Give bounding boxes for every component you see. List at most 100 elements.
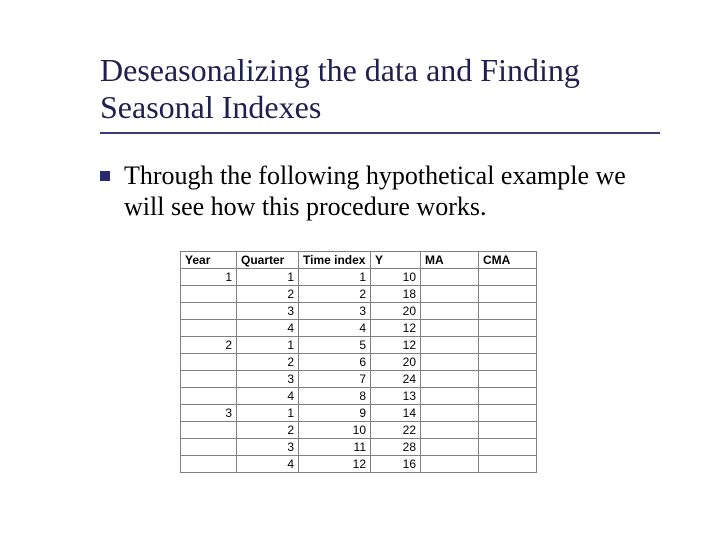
table-cell: 10 — [299, 422, 371, 439]
table-cell — [421, 456, 479, 473]
col-header-quarter: Quarter — [237, 252, 299, 269]
table-cell — [479, 320, 537, 337]
data-table: Year Quarter Time index Y MA CMA 1111022… — [180, 251, 537, 473]
table-cell: 2 — [237, 354, 299, 371]
table-cell — [181, 388, 237, 405]
table-cell: 16 — [371, 456, 421, 473]
table-cell — [479, 337, 537, 354]
table-cell: 1 — [237, 269, 299, 286]
table-row: 4813 — [181, 388, 537, 405]
table-cell — [181, 439, 237, 456]
table-cell: 3 — [299, 303, 371, 320]
table-cell — [421, 286, 479, 303]
table-cell — [479, 354, 537, 371]
table-cell: 4 — [237, 456, 299, 473]
table-cell — [479, 286, 537, 303]
table-cell: 1 — [299, 269, 371, 286]
table-cell — [421, 269, 479, 286]
col-header-cma: CMA — [479, 252, 537, 269]
table-cell: 20 — [371, 303, 421, 320]
table-cell: 14 — [371, 405, 421, 422]
table-cell — [479, 422, 537, 439]
table-cell — [479, 303, 537, 320]
table-cell: 5 — [299, 337, 371, 354]
table-cell — [421, 422, 479, 439]
table-cell: 8 — [299, 388, 371, 405]
table-cell: 2 — [237, 286, 299, 303]
page-title: Deseasonalizing the data and Finding Sea… — [100, 52, 660, 126]
table-row: 4412 — [181, 320, 537, 337]
col-header-timeindex: Time index — [299, 252, 371, 269]
table-cell: 2 — [299, 286, 371, 303]
table-cell: 28 — [371, 439, 421, 456]
table-cell: 1 — [237, 405, 299, 422]
table-cell: 18 — [371, 286, 421, 303]
table-cell — [421, 303, 479, 320]
table-cell — [421, 354, 479, 371]
data-table-wrap: Year Quarter Time index Y MA CMA 1111022… — [180, 251, 660, 473]
table-row: 3320 — [181, 303, 537, 320]
title-underline — [100, 132, 660, 134]
table-row: 21022 — [181, 422, 537, 439]
table-row: 31914 — [181, 405, 537, 422]
table-cell — [421, 405, 479, 422]
table-cell: 4 — [237, 320, 299, 337]
table-cell — [479, 371, 537, 388]
table-row: 21512 — [181, 337, 537, 354]
table-cell: 2 — [181, 337, 237, 354]
table-row: 3724 — [181, 371, 537, 388]
table-row: 2218 — [181, 286, 537, 303]
table-cell: 13 — [371, 388, 421, 405]
table-cell — [479, 456, 537, 473]
table-cell: 9 — [299, 405, 371, 422]
table-row: 2620 — [181, 354, 537, 371]
table-row: 41216 — [181, 456, 537, 473]
table-cell — [181, 354, 237, 371]
table-cell — [421, 371, 479, 388]
table-cell: 11 — [299, 439, 371, 456]
col-header-year: Year — [181, 252, 237, 269]
table-cell — [421, 388, 479, 405]
slide: Deseasonalizing the data and Finding Sea… — [0, 0, 720, 540]
table-cell: 12 — [299, 456, 371, 473]
table-cell — [181, 320, 237, 337]
table-cell: 6 — [299, 354, 371, 371]
table-cell: 7 — [299, 371, 371, 388]
table-cell — [421, 337, 479, 354]
table-cell: 4 — [237, 388, 299, 405]
table-cell — [421, 320, 479, 337]
table-cell — [479, 405, 537, 422]
table-cell — [181, 286, 237, 303]
table-cell — [421, 439, 479, 456]
table-cell: 1 — [181, 269, 237, 286]
table-cell: 20 — [371, 354, 421, 371]
table-row: 31128 — [181, 439, 537, 456]
table-cell: 1 — [237, 337, 299, 354]
table-body: 1111022183320441221512262037244813319142… — [181, 269, 537, 473]
table-cell: 12 — [371, 320, 421, 337]
body-bullet-row: Through the following hypothetical examp… — [100, 160, 660, 223]
body-text: Through the following hypothetical examp… — [124, 160, 660, 223]
col-header-ma: MA — [421, 252, 479, 269]
table-cell: 4 — [299, 320, 371, 337]
table-cell — [479, 439, 537, 456]
table-header-row: Year Quarter Time index Y MA CMA — [181, 252, 537, 269]
table-cell — [181, 456, 237, 473]
table-cell — [181, 303, 237, 320]
table-cell: 3 — [181, 405, 237, 422]
table-cell: 2 — [237, 422, 299, 439]
table-cell — [479, 269, 537, 286]
table-cell: 22 — [371, 422, 421, 439]
table-cell: 3 — [237, 439, 299, 456]
table-cell — [479, 388, 537, 405]
table-cell: 10 — [371, 269, 421, 286]
table-cell — [181, 371, 237, 388]
col-header-y: Y — [371, 252, 421, 269]
table-cell — [181, 422, 237, 439]
table-cell: 24 — [371, 371, 421, 388]
square-bullet-icon — [100, 171, 110, 181]
table-cell: 3 — [237, 303, 299, 320]
table-row: 11110 — [181, 269, 537, 286]
table-cell: 12 — [371, 337, 421, 354]
table-cell: 3 — [237, 371, 299, 388]
